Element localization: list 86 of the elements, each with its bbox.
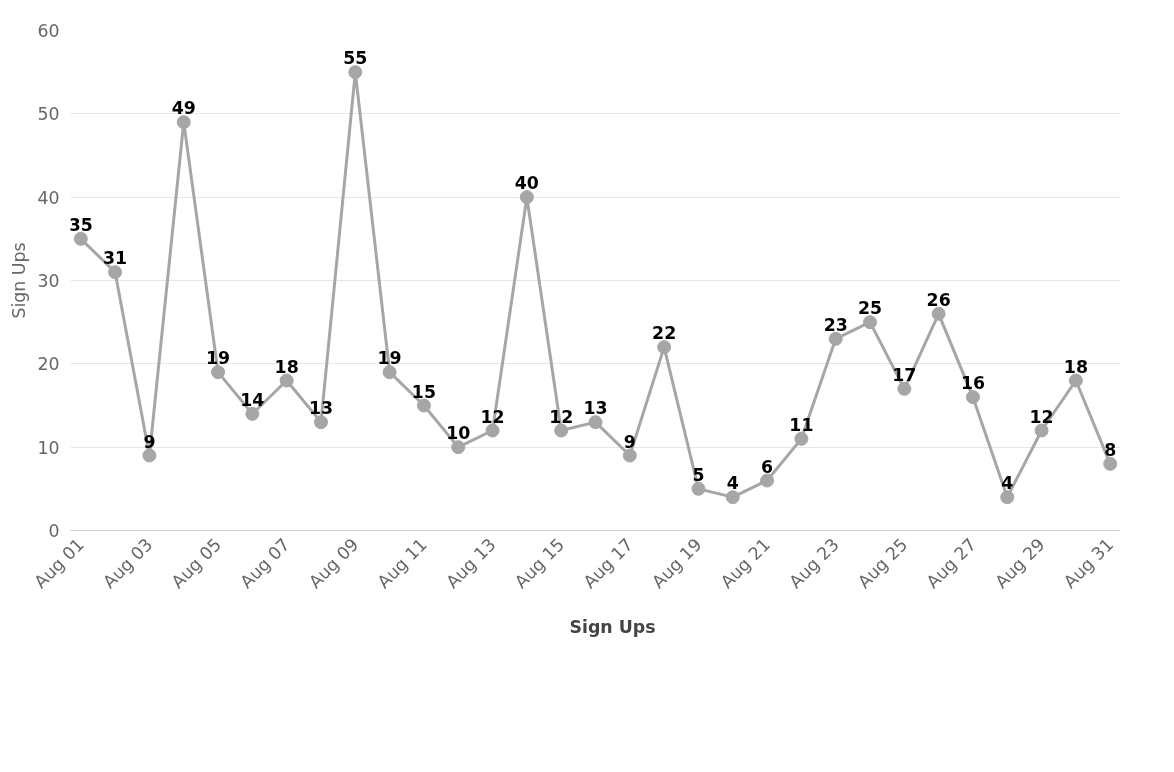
point: [108, 265, 123, 280]
x-tick-label: Aug 21: [716, 534, 775, 592]
x-tick-label: Aug 17: [579, 534, 637, 592]
point: [965, 390, 980, 405]
data-label: 12: [480, 406, 505, 427]
text: Sign Ups: [569, 617, 656, 637]
data-label: 19: [205, 348, 231, 369]
data-label: 15: [411, 381, 436, 402]
x-tick-label: Aug 05: [167, 534, 226, 592]
y-tick-label: 40: [37, 187, 60, 208]
point: [828, 331, 843, 346]
point: [622, 448, 637, 463]
point: [691, 481, 706, 496]
point: [1068, 373, 1083, 388]
y-tick-label: 60: [37, 21, 60, 41]
data-label: 8: [1104, 439, 1117, 460]
x-tick-label: Aug 15: [510, 534, 569, 592]
data-label: 18: [274, 356, 299, 377]
data-label: 25: [857, 298, 883, 319]
data-label: 5: [692, 464, 705, 485]
point: [348, 65, 363, 80]
data-label: 31: [103, 248, 128, 269]
point: [863, 315, 878, 330]
data-label: 19: [377, 348, 402, 369]
data-label: 12: [1029, 406, 1054, 427]
point: [760, 473, 775, 488]
data-label: 10: [446, 423, 471, 444]
x-tick-label: Aug 09: [304, 534, 363, 592]
point: [1103, 456, 1118, 471]
data-label: 17: [892, 364, 917, 385]
x-tick-label: Aug 07: [236, 534, 294, 592]
y-tick-label: 20: [37, 354, 60, 375]
x-tick-label: Aug 03: [98, 534, 157, 592]
point: [519, 190, 534, 205]
data-label: 26: [926, 289, 951, 310]
point: [1000, 490, 1015, 505]
data-label: 23: [823, 314, 848, 335]
x-tick-label: Aug 31: [1059, 534, 1118, 592]
y-axis-title: Sign Ups: [9, 242, 30, 319]
point: [1034, 423, 1049, 438]
point: [485, 423, 500, 438]
point: [313, 415, 328, 430]
data-label: 13: [308, 398, 334, 419]
point: [73, 231, 88, 246]
point: [554, 423, 569, 438]
data-label: 4: [726, 473, 739, 494]
point: [897, 381, 912, 396]
point: [416, 398, 431, 413]
x-tick-label: Aug 25: [853, 534, 912, 592]
x-tick-label: Aug 27: [922, 534, 981, 592]
x-tick-label: Aug 11: [373, 534, 432, 592]
point: [725, 490, 740, 505]
data-label: 16: [960, 373, 986, 394]
data-label: 55: [343, 48, 368, 69]
data-label: 49: [171, 98, 196, 119]
data-label: 22: [652, 323, 677, 344]
data-label: 13: [583, 398, 608, 419]
y-tick-label: 50: [37, 104, 60, 125]
point: [657, 340, 672, 355]
y-tick-label: 0: [48, 521, 60, 541]
y-tick-label: 10: [37, 437, 60, 458]
data-label: 12: [549, 406, 574, 427]
point: [142, 448, 157, 463]
data-label: 11: [789, 414, 814, 435]
point: [931, 306, 946, 321]
data-label: 40: [514, 173, 539, 194]
data-label: 4: [1001, 473, 1014, 494]
point: [451, 440, 466, 455]
point: [382, 365, 397, 380]
point: [245, 406, 260, 421]
point: [794, 431, 809, 446]
point: [211, 365, 226, 380]
data-label: 35: [68, 214, 93, 235]
data-label: 6: [761, 456, 774, 477]
x-tick-label: Aug 19: [647, 534, 706, 592]
x-tick-label: Aug 23: [785, 534, 843, 592]
point: [176, 115, 191, 130]
point: [279, 373, 294, 388]
x-tick-label: Aug 29: [991, 534, 1049, 592]
data-label: 9: [623, 431, 636, 452]
x-tick-label: Aug 13: [442, 534, 500, 592]
data-label: 9: [143, 431, 156, 452]
data-label: 14: [240, 389, 265, 410]
y-tick-label: 30: [37, 271, 60, 291]
point: [588, 415, 603, 430]
data-label: 18: [1063, 356, 1088, 377]
